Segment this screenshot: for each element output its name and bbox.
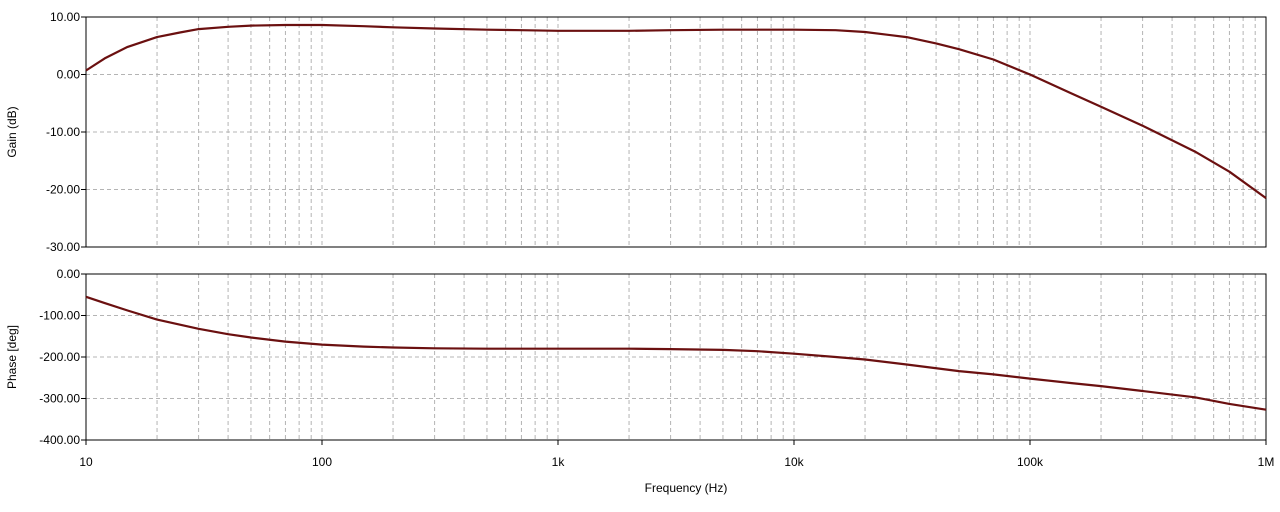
x-axis-label: Frequency (Hz) <box>645 481 728 495</box>
gain-y-tick-label: -30.00 <box>46 240 80 254</box>
gain-y-tick-label: -20.00 <box>46 183 80 197</box>
gain-y-tick-label: 10.00 <box>50 10 80 24</box>
phase-y-tick-label: -100.00 <box>39 309 80 323</box>
phase-y-tick-label: 0.00 <box>57 267 81 281</box>
gain-plot-panel: 10.00 0.00 -10.00 -20.00 -30.00 <box>46 10 1267 254</box>
gain-series-line <box>85 23 1267 199</box>
phase-plot-panel: 0.00 -100.00 -200.00 -300.00 -400.00 10 100 1k 1… <box>39 267 1274 469</box>
phase-x-tick-label: 10k <box>784 455 804 469</box>
phase-y-tick-label: -200.00 <box>39 350 80 364</box>
gain-y-tick-label: 0.00 <box>57 68 81 82</box>
phase-x-tick-label: 100 <box>312 455 332 469</box>
gain-y-tick-label: -10.00 <box>46 125 80 139</box>
phase-y-axis-label: Phase [deg] <box>5 325 19 389</box>
phase-y-tick-label: -400.00 <box>39 433 80 447</box>
phase-x-tick-label: 10 <box>79 455 93 469</box>
gain-y-axis-label: Gain (dB) <box>5 106 19 157</box>
phase-x-tick-label: 1k <box>552 455 566 469</box>
phase-x-tick-label: 1M <box>1258 455 1275 469</box>
phase-series-line <box>85 295 1267 411</box>
phase-y-tick-label: -300.00 <box>39 392 80 406</box>
phase-x-tick-label: 100k <box>1017 455 1044 469</box>
